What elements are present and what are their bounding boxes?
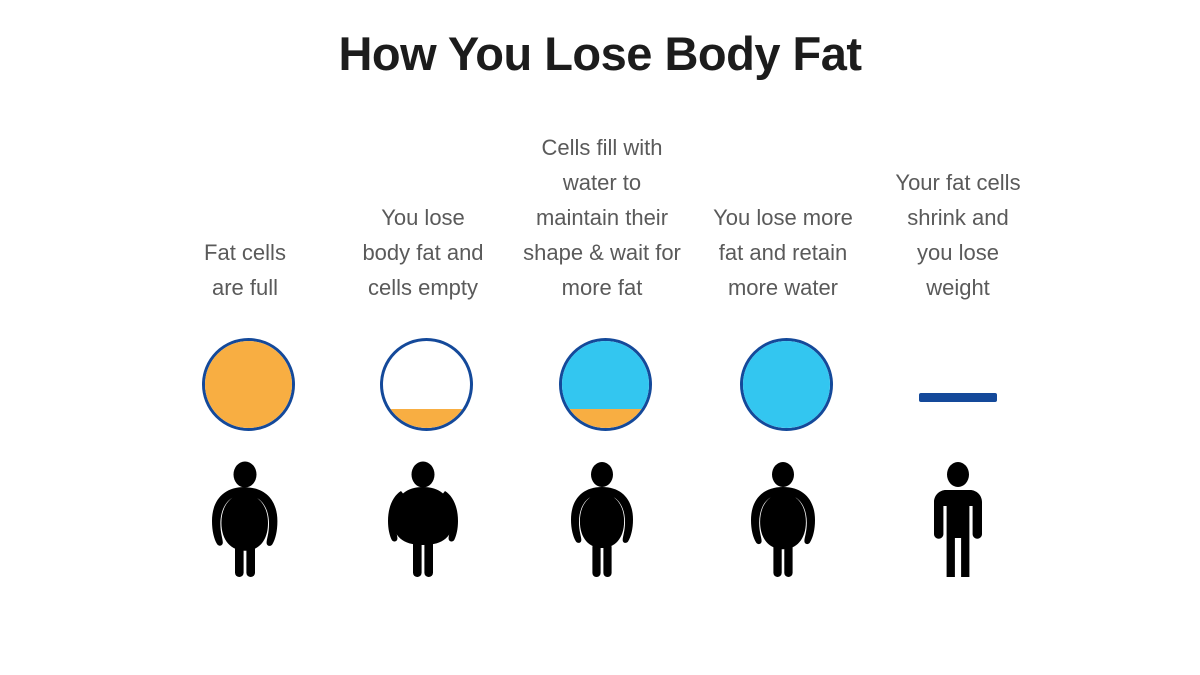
stage-2: You lose body fat and cells empty bbox=[328, 110, 518, 610]
stage-1-figure-holder bbox=[150, 455, 340, 580]
stage-3: Cells fill with water to maintain their sha… bbox=[507, 110, 697, 610]
stage-3-caption: Cells fill with water to maintain their sha… bbox=[523, 135, 681, 300]
page-title: How You Lose Body Fat bbox=[338, 27, 862, 80]
stage-1: Fat cells are full bbox=[150, 110, 340, 610]
stage-1-caption-holder: Fat cells are full bbox=[150, 110, 340, 305]
fat-cell-emptying bbox=[379, 338, 473, 431]
stage-2-figure-holder bbox=[328, 455, 518, 580]
fat-cell-full-water bbox=[739, 338, 833, 431]
water-fill bbox=[742, 341, 830, 428]
stage-4-cell-holder bbox=[688, 315, 878, 431]
person-figure-obese-icon bbox=[212, 461, 278, 577]
fat-fill bbox=[382, 408, 470, 428]
stage-3-caption-holder: Cells fill with water to maintain their sha… bbox=[507, 110, 697, 305]
stage-3-figure-holder bbox=[507, 455, 697, 580]
stage-4-figure-holder bbox=[688, 455, 878, 580]
stage-3-cell-holder bbox=[507, 315, 697, 431]
stage-5: Your fat cells shrink and you lose weight bbox=[863, 110, 1053, 610]
fat-cell-full bbox=[201, 338, 295, 431]
stage-1-caption: Fat cells are full bbox=[204, 240, 286, 300]
stage-4: You lose more fat and retain more water bbox=[688, 110, 878, 610]
person-figure-obese-arms-out-icon bbox=[388, 461, 458, 577]
stage-1-cell-holder bbox=[150, 315, 340, 431]
stage-2-caption-holder: You lose body fat and cells empty bbox=[328, 110, 518, 305]
stage-2-cell-holder bbox=[328, 315, 518, 431]
stage-4-caption: You lose more fat and retain more water bbox=[713, 205, 853, 300]
stage-5-figure-holder bbox=[863, 455, 1053, 580]
water-fill bbox=[561, 341, 649, 409]
stage-row: Fat cells are full You lose body fat and ce… bbox=[0, 110, 1200, 610]
person-figure-slim-icon bbox=[934, 462, 982, 577]
stage-5-caption: Your fat cells shrink and you lose weight bbox=[895, 170, 1021, 300]
fat-fill bbox=[561, 408, 649, 428]
fat-fill bbox=[204, 341, 292, 428]
stage-5-cell-holder bbox=[863, 315, 1053, 425]
person-figure-obese-icon bbox=[571, 462, 633, 577]
fat-cell-collapsed bbox=[919, 393, 997, 402]
stage-4-caption-holder: You lose more fat and retain more water bbox=[688, 110, 878, 305]
person-figure-obese-icon bbox=[751, 462, 815, 577]
stage-2-caption: You lose body fat and cells empty bbox=[362, 205, 484, 300]
fat-cell-fat-and-water bbox=[558, 338, 652, 431]
stage-5-caption-holder: Your fat cells shrink and you lose weight bbox=[863, 110, 1053, 305]
